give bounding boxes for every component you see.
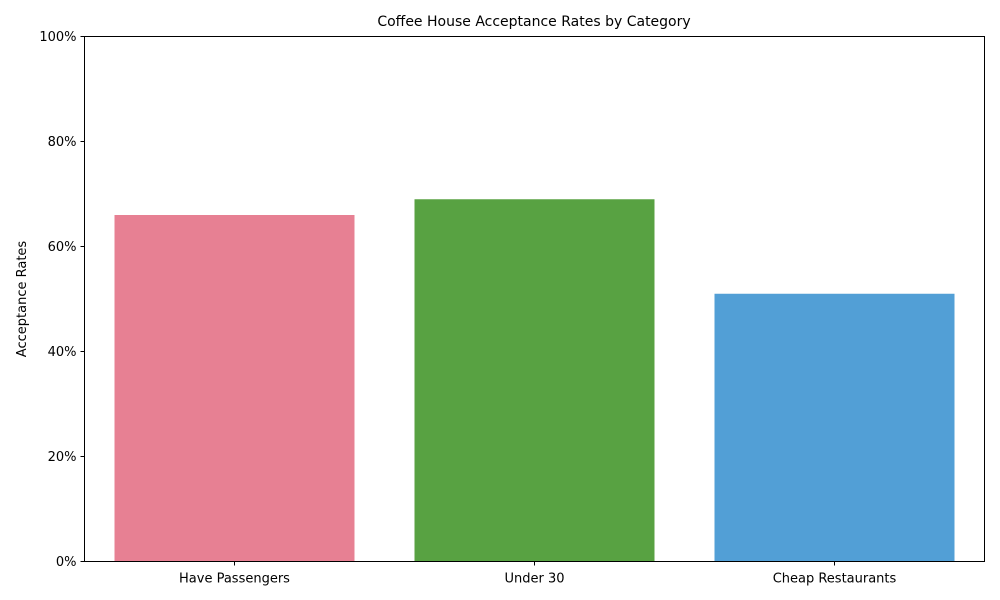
chart-title: Coffee House Acceptance Rates by Categor…: [377, 14, 690, 30]
y-axis-label: Acceptance Rates: [15, 241, 30, 358]
x-axis-ticks: Have Passengers Under 30 Cheap Restaurants: [179, 561, 897, 587]
bar-have-passengers: [114, 215, 355, 562]
x-tick-label: Under 30: [504, 572, 564, 587]
bar-cheap-restaurants: [714, 293, 955, 562]
bars-group: [114, 199, 955, 562]
y-axis-ticks: 0% 20% 40% 60% 80% 100%: [39, 30, 85, 570]
x-tick-label: Cheap Restaurants: [773, 572, 897, 587]
x-tick-label: Have Passengers: [179, 572, 290, 587]
y-tick-label: 80%: [48, 135, 77, 150]
y-tick-label: 0%: [56, 555, 77, 570]
y-tick-label: 100%: [39, 30, 76, 45]
bar-under-30: [414, 199, 655, 562]
y-tick-label: 60%: [48, 240, 77, 255]
y-tick-label: 20%: [48, 450, 77, 465]
y-tick-label: 40%: [48, 345, 77, 360]
